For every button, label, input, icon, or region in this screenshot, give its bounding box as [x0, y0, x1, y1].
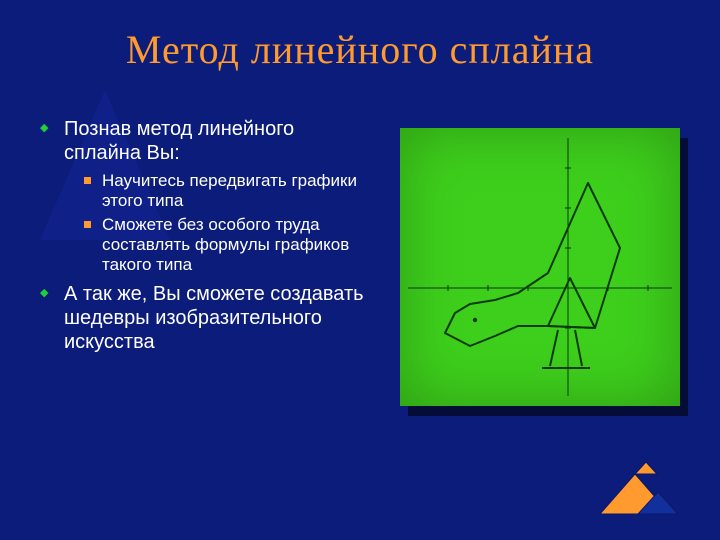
bird-eye	[473, 318, 477, 322]
body-text-block: Познав метод линейного сплайна Вы: Научи…	[40, 118, 370, 362]
logo-poly-3	[635, 462, 657, 474]
bullet-text: А так же, Вы сможете создавать шедевры и…	[64, 283, 364, 352]
sub-bullet-text: Научитесь передвигать графики этого типа	[102, 171, 357, 210]
bullet-text: Познав метод линейного сплайна Вы:	[64, 118, 294, 164]
slide-title: Метод линейного сплайна	[0, 26, 720, 73]
slide: Метод линейного сплайна Познав метод лин…	[0, 0, 720, 540]
sub-bullet-item: Научитесь передвигать графики этого типа	[84, 171, 370, 211]
sub-bullet-item: Сможете без особого труда составлять фор…	[84, 215, 370, 275]
sub-bullet-text: Сможете без особого труда составлять фор…	[102, 215, 349, 274]
figure-svg	[400, 128, 680, 406]
corner-tangram-logo	[580, 454, 690, 524]
bullet-item: А так же, Вы сможете создавать шедевры и…	[40, 283, 370, 354]
bullet-item: Познав метод линейного сплайна Вы: Научи…	[40, 118, 370, 275]
bird-leg-left	[550, 330, 558, 366]
bullet-list-level1: Познав метод линейного сплайна Вы: Научи…	[40, 118, 370, 354]
bird-leg-right	[575, 330, 582, 366]
bird-body-outline	[445, 183, 620, 346]
bullet-list-level2: Научитесь передвигать графики этого типа…	[64, 171, 370, 275]
bird-wing	[548, 278, 595, 328]
figure-green-graph	[400, 128, 680, 406]
